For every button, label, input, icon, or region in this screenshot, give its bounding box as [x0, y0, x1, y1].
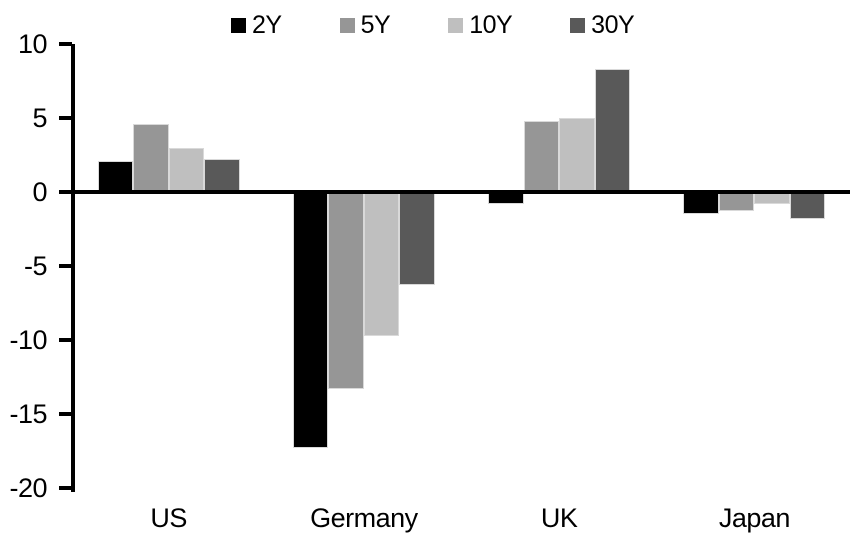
x-category-label-germany: Germany	[310, 503, 418, 533]
legend-label: 5Y	[360, 11, 391, 39]
legend-swatch-2y	[231, 18, 246, 33]
y-tick-label: -20	[9, 473, 47, 503]
bar-japan-5y	[718, 192, 755, 212]
x-category-label-us: US	[150, 503, 187, 533]
legend-swatch-10y	[448, 18, 464, 33]
legend-item-30y: 30Y	[570, 11, 635, 39]
y-tick-mark	[59, 412, 72, 416]
y-tick-label: -5	[23, 251, 48, 281]
bar-germany-10y	[363, 192, 400, 336]
x-category-label-uk: UK	[540, 503, 578, 533]
y-tick-mark	[59, 190, 72, 194]
y-tick-label: 10	[17, 29, 48, 59]
legend-swatch-5y	[339, 18, 355, 33]
bar-germany-5y	[328, 192, 364, 389]
y-tick-label: -10	[9, 325, 47, 355]
y-tick-mark	[59, 42, 72, 46]
legend-item-10y: 10Y	[448, 11, 513, 39]
bar-uk-10y	[559, 118, 595, 192]
legend-label: 30Y	[591, 11, 635, 39]
bar-japan-2y	[683, 192, 719, 215]
y-tick-label: 5	[32, 103, 47, 133]
legend-item-5y: 5Y	[339, 11, 391, 39]
x-category-label-japan: Japan	[718, 503, 791, 533]
legend-item-2y: 2Y	[231, 13, 282, 38]
bar-us-5y	[133, 123, 169, 192]
y-tick-mark	[59, 486, 72, 490]
bar-japan-30y	[789, 192, 826, 219]
bar-germany-2y	[292, 192, 329, 449]
legend-label: 10Y	[469, 11, 513, 39]
bar-germany-30y	[399, 192, 435, 286]
y-tick-mark	[59, 264, 72, 268]
bar-us-10y	[168, 147, 205, 192]
chart-legend: 2Y 5Y 10Y 30Y	[231, 11, 635, 39]
bar-uk-30y	[594, 69, 631, 192]
y-tick-mark	[59, 116, 72, 120]
legend-label: 2Y	[252, 11, 282, 39]
bar-us-2y	[97, 160, 134, 192]
y-tick-label: -15	[9, 399, 47, 429]
legend-swatch-30y	[570, 18, 586, 33]
y-tick-mark	[59, 338, 72, 342]
zero-baseline	[71, 190, 850, 194]
bar-uk-5y	[523, 120, 560, 192]
y-axis-line	[71, 44, 75, 492]
y-tick-label: 0	[32, 177, 47, 207]
bar-us-30y	[204, 159, 240, 192]
